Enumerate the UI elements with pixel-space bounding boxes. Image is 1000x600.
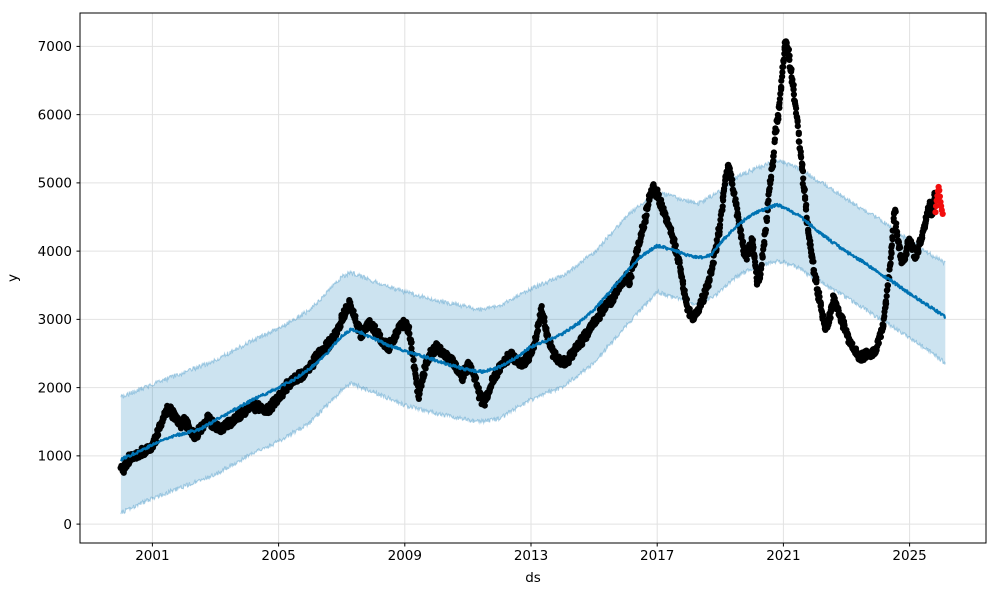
gridlines [80,13,986,543]
x-tick-label-2017: 2017 [640,548,674,564]
y-tick-label-0: 0 [63,517,72,533]
y-tick-label-2000: 2000 [38,380,72,396]
x-tick-label-2001: 2001 [135,548,169,564]
x-tick-label-2005: 2005 [261,548,295,564]
band-upper-edge [120,157,946,399]
x-tick-label-2009: 2009 [388,548,422,564]
y-tick-label-3000: 3000 [38,312,72,328]
x-tick-label-2025: 2025 [892,548,926,564]
y-tick-label-1000: 1000 [38,449,72,465]
y-axis-label: y [5,274,21,282]
actual-data-points [117,38,938,476]
y-tick-label-4000: 4000 [38,244,72,260]
axes-frame [76,12,987,547]
y-tick-label-7000: 7000 [38,39,72,55]
x-tick-label-2013: 2013 [514,548,548,564]
recent-highlight-points [932,183,946,217]
x-tick-label-2021: 2021 [766,548,800,564]
plot-border [79,12,987,544]
y-tick-label-6000: 6000 [38,107,72,123]
trend-polyline [119,202,947,462]
band-lower-edge [120,258,946,515]
forecast-trend-line [119,202,947,462]
y-tick-label-5000: 5000 [38,176,72,192]
x-axis-label: ds [525,570,541,586]
x-axis-tick-labels: 2001 2005 2009 2013 2017 2021 2025 [135,548,927,564]
y-axis-tick-labels: 0 1000 2000 3000 4000 5000 6000 7000 [38,39,72,533]
